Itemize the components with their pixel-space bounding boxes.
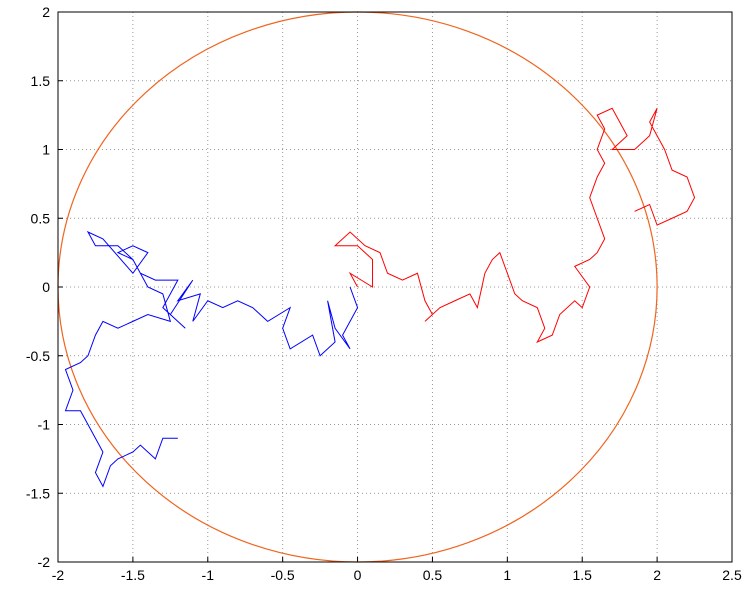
x-tick-label: -2 <box>52 567 65 583</box>
y-tick-label: 2 <box>42 4 50 20</box>
x-tick-label: 2 <box>653 567 661 583</box>
y-tick-label: -2 <box>38 554 51 570</box>
plot-frame <box>57 11 733 563</box>
x-tick-label: 0 <box>354 567 362 583</box>
x-tick-label: -1.5 <box>121 567 145 583</box>
x-tick-label: -0.5 <box>271 567 295 583</box>
y-tick-label: 0 <box>42 279 50 295</box>
y-tick-label: 0.5 <box>31 210 51 226</box>
x-tick-label: 2.5 <box>722 567 742 583</box>
y-tick-label: -1 <box>38 417 51 433</box>
y-tick-label: 1 <box>42 142 50 158</box>
walk-line <box>64 230 359 488</box>
y-tick-label: -1.5 <box>26 485 50 501</box>
x-tick-label: 1.5 <box>572 567 592 583</box>
y-tick-label: -0.5 <box>26 348 50 364</box>
x-tick-label: 1 <box>503 567 511 583</box>
x-tick-label: -1 <box>202 567 215 583</box>
y-tick-label: 1.5 <box>31 73 51 89</box>
walk-line <box>333 107 696 344</box>
x-tick-label: 0.5 <box>423 567 443 583</box>
